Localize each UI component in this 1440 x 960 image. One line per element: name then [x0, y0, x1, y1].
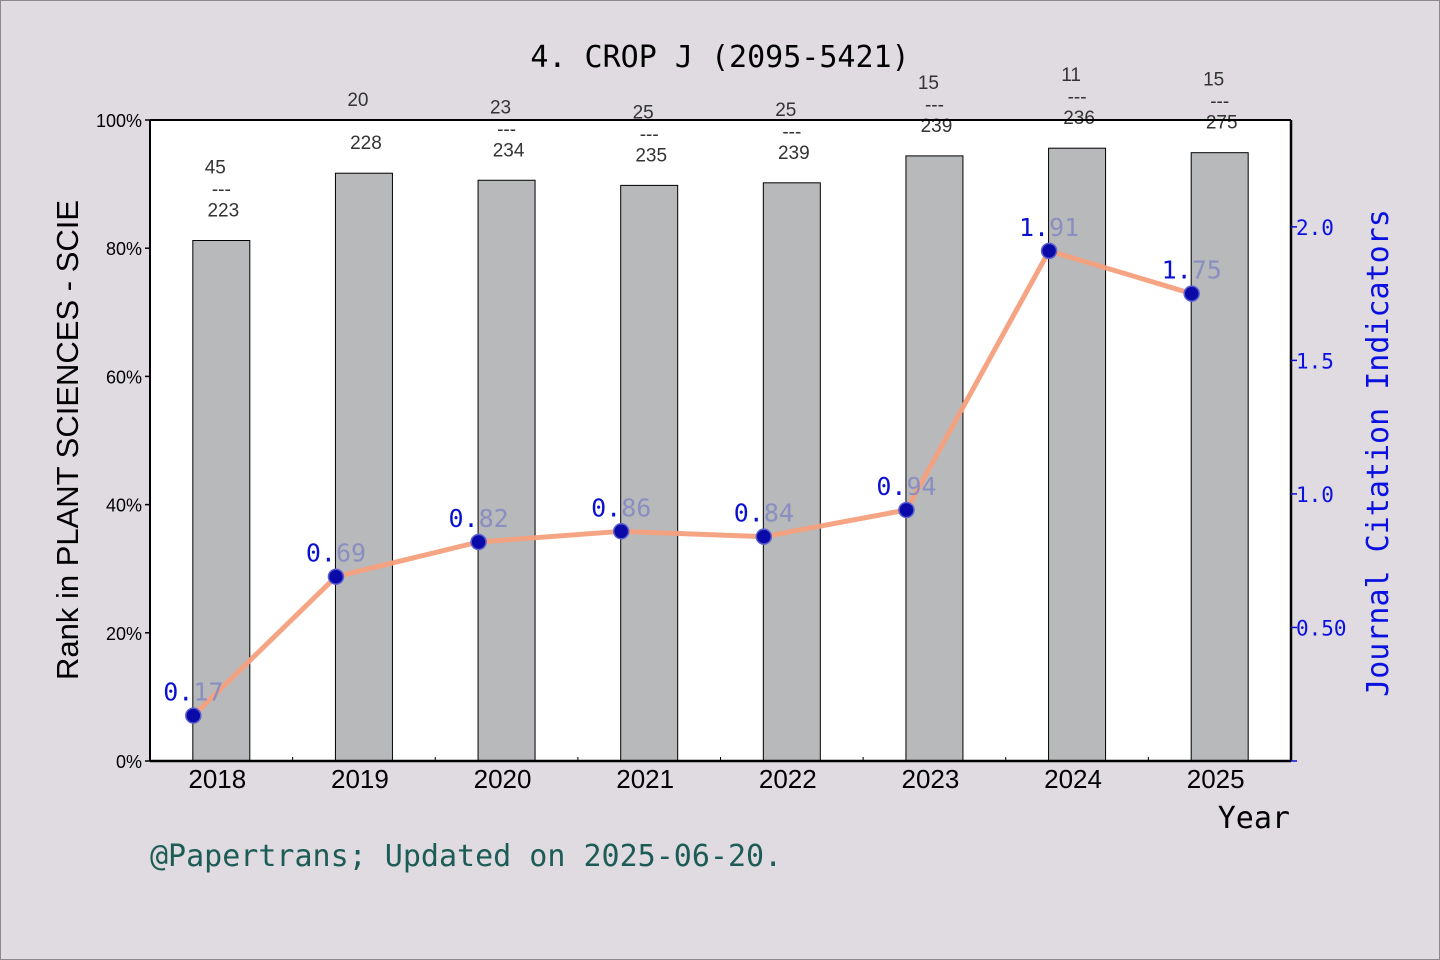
- rank-label: 23: [490, 97, 511, 118]
- y-tick-label: 40%: [106, 496, 142, 516]
- jci-point-label: 0.84: [734, 499, 794, 528]
- x-tick-label: 2019: [331, 764, 389, 794]
- rank-separator: ---: [782, 122, 801, 143]
- x-tick-label: 2023: [902, 764, 960, 794]
- jci-point-label: 0.17: [163, 678, 223, 707]
- jci-point-marker: [1040, 242, 1058, 260]
- plot-area: [150, 120, 1291, 761]
- jci-point-label: 0.94: [876, 472, 936, 501]
- y2-tick-label: 1.0: [1296, 483, 1334, 507]
- rank-label: 25: [633, 102, 654, 123]
- y2-tick-label: 1.5: [1296, 349, 1334, 373]
- jci-point-marker: [1183, 285, 1200, 302]
- jci-point-label: 1.75: [1162, 256, 1222, 285]
- y-tick-label: 80%: [106, 239, 142, 259]
- x-tick-label: 2024: [1044, 764, 1102, 794]
- jci-point-label: 0.82: [448, 504, 508, 533]
- y2-tick-label: 0.50: [1296, 616, 1347, 640]
- rank-total-label: 275: [1206, 113, 1238, 134]
- bar: [1190, 152, 1249, 762]
- jci-point-label: 1.91: [1019, 213, 1079, 242]
- bar: [334, 172, 393, 762]
- rank-separator: ---: [1068, 87, 1087, 108]
- jci-point-marker: [612, 523, 630, 540]
- y-axis-label: Rank in PLANT SCIENCES - SCIE: [50, 200, 85, 680]
- jci-point-marker: [327, 568, 345, 585]
- rank-separator: ---: [212, 180, 231, 201]
- x-tick-label: 2021: [616, 764, 674, 794]
- rank-label: 11: [1061, 65, 1081, 86]
- jci-point-marker: [185, 707, 202, 724]
- jci-point-label: 0.86: [591, 493, 651, 522]
- x-tick-label: 2020: [474, 764, 532, 794]
- rank-total-label: 228: [350, 133, 382, 154]
- y2-axis-label: Journal Citation Indicators: [1361, 209, 1396, 697]
- jci-series-line: [191, 248, 1193, 718]
- x-tick-label: 2018: [188, 764, 246, 794]
- footer-note: @Papertrans; Updated on 2025-06-20.: [150, 839, 782, 874]
- x-tick-label: 2022: [759, 764, 817, 794]
- rank-label: 25: [775, 100, 796, 121]
- rank-total-label: 235: [635, 145, 667, 166]
- rank-total-label: 239: [921, 116, 953, 137]
- jci-point-marker: [898, 501, 915, 519]
- y-tick-label: 60%: [106, 367, 142, 387]
- rank-label: 20: [347, 90, 368, 111]
- y-tick-label: 0%: [116, 752, 142, 772]
- jci-point-marker: [755, 528, 773, 545]
- bar: [192, 240, 251, 762]
- rank-total-label: 239: [778, 143, 810, 164]
- rank-separator: ---: [1210, 92, 1229, 113]
- y-tick-label: 100%: [96, 111, 142, 131]
- rank-label: 15: [918, 73, 939, 94]
- x-axis-label: Year: [1218, 801, 1290, 836]
- bar: [620, 184, 679, 762]
- rank-label: 15: [1203, 70, 1224, 91]
- rank-total-label: 236: [1063, 108, 1095, 129]
- y2-tick-label: 2.0: [1296, 216, 1334, 240]
- rank-separator: ---: [640, 124, 659, 145]
- jci-point-label: 0.69: [306, 539, 366, 568]
- chart-title: 4. CROP J (2095-5421): [530, 40, 909, 75]
- x-tick-label: 2025: [1187, 764, 1245, 794]
- jci-point-marker: [470, 533, 487, 551]
- rank-separator: ---: [497, 119, 516, 140]
- rank-total-label: 234: [493, 140, 525, 161]
- rank-label: 45: [205, 158, 226, 179]
- rank-total-label: 223: [207, 201, 239, 222]
- rank-separator: ---: [925, 95, 944, 116]
- bar: [762, 182, 821, 762]
- bar: [1048, 147, 1107, 762]
- y-tick-label: 20%: [106, 624, 142, 644]
- bar: [477, 179, 536, 762]
